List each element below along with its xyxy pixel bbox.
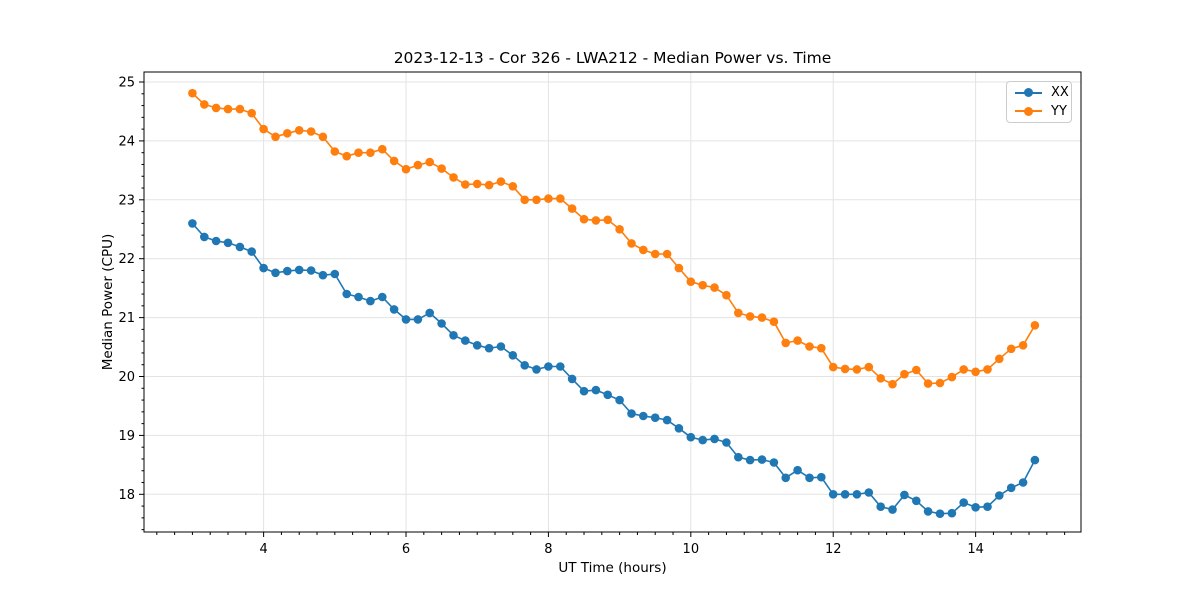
chart-title: 2023-12-13 - Cor 326 - LWA212 - Median P… <box>393 49 832 67</box>
x-tick-label: 6 <box>402 542 410 557</box>
grid-lines <box>144 72 1081 532</box>
x-tick-label: 10 <box>683 542 700 557</box>
series-xx <box>188 219 1040 518</box>
legend-label-yy: YY <box>1051 103 1067 119</box>
legend-item-xx: XX <box>1015 85 1071 101</box>
y-tick-label: 24 <box>118 134 135 149</box>
y-tick-label: 20 <box>118 370 135 385</box>
x-tick-label: 12 <box>825 542 842 557</box>
x-tick-label: 14 <box>967 542 984 557</box>
legend: XX YY <box>1006 81 1072 123</box>
y-tick-label: 23 <box>118 193 135 208</box>
x-tick-label: 4 <box>259 542 267 557</box>
y-axis-label: Median Power (CPU) <box>100 233 116 371</box>
minor-ticks <box>141 93 1066 535</box>
plot-border <box>143 71 1082 533</box>
y-tick-label: 21 <box>118 311 135 326</box>
x-axis-ticks: 4 6 8 10 12 14 <box>259 532 984 557</box>
x-axis-label: UT Time (hours) <box>558 560 667 576</box>
y-tick-label: 22 <box>118 252 135 267</box>
y-axis-ticks: 18 19 20 21 22 23 24 25 <box>118 76 144 503</box>
y-tick-label: 19 <box>118 429 135 444</box>
legend-item-yy: YY <box>1015 103 1071 119</box>
legend-line-marker-xx-icon <box>1015 87 1042 99</box>
y-tick-label: 18 <box>118 488 135 503</box>
series-yy <box>188 88 1040 389</box>
y-tick-label: 25 <box>118 76 135 91</box>
legend-line-marker-yy-icon <box>1015 105 1042 117</box>
legend-label-xx: XX <box>1051 85 1069 101</box>
x-tick-label: 8 <box>544 542 552 557</box>
